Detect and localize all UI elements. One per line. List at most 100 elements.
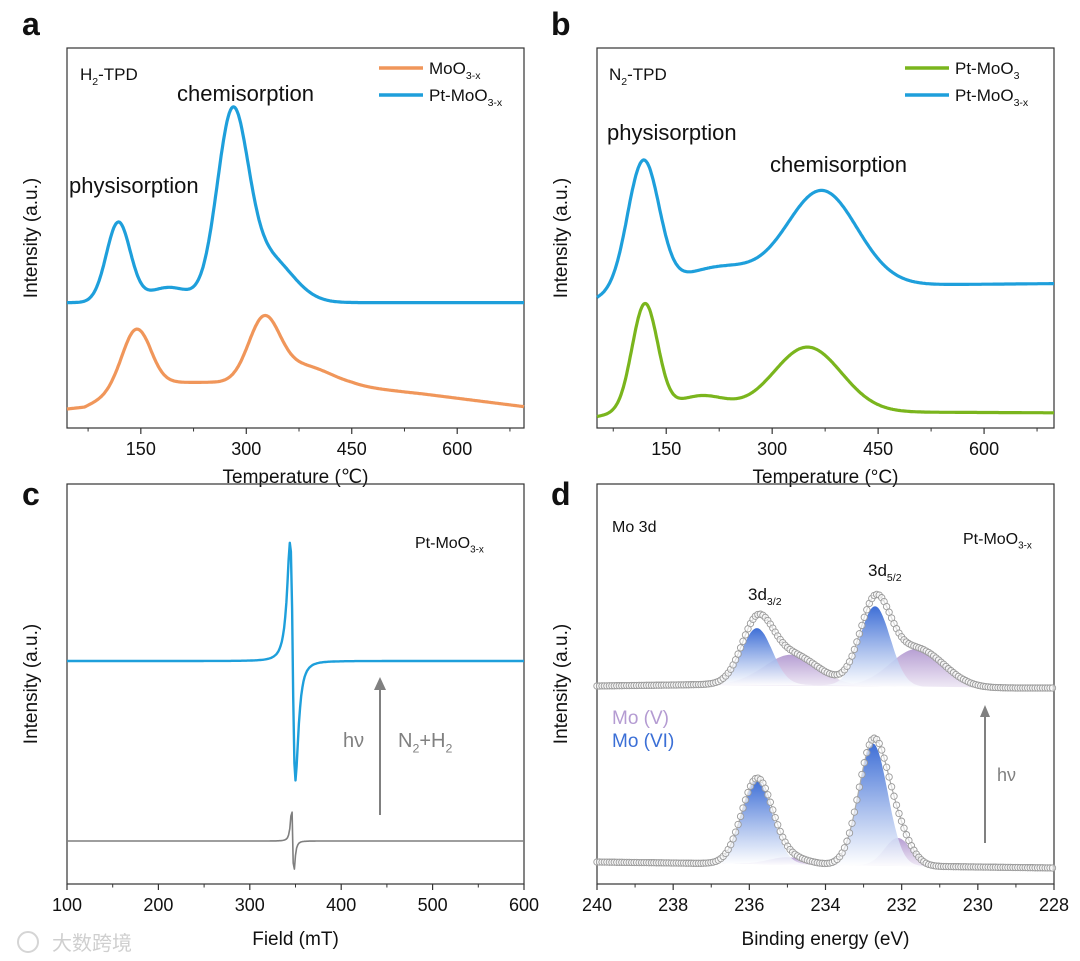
mo6-component-area [815,743,931,867]
series-line [596,158,1055,299]
legend-label: Pt-MoO3-x [955,86,1029,109]
x-axis-label: Temperature (℃) [223,467,369,488]
panel-tag: Mo 3d [612,519,656,536]
data-point [734,820,742,829]
data-point [863,606,871,614]
hv-label: hν [343,730,364,752]
y-axis-label: Intensity (a.u.) [551,178,572,298]
x-tick-label: 200 [143,895,173,915]
x-axis-label: Temperature (°C) [753,467,899,488]
data-point [878,746,886,754]
x-axis-label: Field (mT) [252,929,339,950]
data-point [890,792,898,800]
data-point [845,829,854,837]
data-point [848,652,856,660]
x-tick-label: 236 [734,895,764,915]
x-tick-label: 450 [863,439,893,459]
arrow-up-icon [374,677,386,690]
data-point [895,809,903,818]
watermark: 大数跨境 [52,932,132,955]
panel-a [66,47,525,434]
series-line [66,105,525,305]
x-tick-label: 450 [337,439,367,459]
legend-label: Pt-MoO3 [955,59,1020,82]
gas-label: N2+H2 [398,730,452,756]
mo5-component-area [684,654,898,687]
data-point [739,804,747,812]
data-point [850,645,859,654]
panel-letter: d [551,476,571,512]
data-point [729,835,737,843]
x-tick-label: 600 [969,439,999,459]
data-point [887,783,896,791]
arrow-up-icon [980,705,990,717]
x-tick-label: 228 [1039,895,1069,915]
label-3d52: 3d5/2 [868,561,902,584]
data-point [853,638,861,646]
legend-mo5: Mo (V) [612,708,669,729]
panel-letter: a [22,6,40,42]
panel-letter: c [22,476,40,512]
y-axis-label: Intensity (a.u.) [551,624,572,744]
x-axis-label: Binding energy (eV) [742,929,910,950]
hv-label: hν [997,765,1016,785]
x-tick-label: 150 [651,439,681,459]
sample-label: Pt-MoO3-x [415,535,484,555]
data-point [892,801,901,809]
mo6-component-area [814,606,936,688]
data-point [853,796,861,804]
data-point [880,754,888,762]
annotation-chemisorption: chemisorption [770,152,907,177]
data-point [761,784,769,792]
plot-frame [66,47,525,429]
x-tick-label: 100 [52,895,82,915]
data-point [774,821,782,829]
x-tick-label: 150 [126,439,156,459]
data-point [744,788,752,797]
data-point [736,812,745,821]
panel-c [66,483,525,890]
legend-label: Pt-MoO3-x [429,86,503,109]
data-point [860,759,868,767]
data-point [1048,864,1057,872]
data-point [734,650,742,658]
x-tick-label: 230 [963,895,993,915]
series-line [66,541,525,782]
data-point [736,644,745,652]
data-point [897,817,906,825]
panel-b [596,47,1055,434]
data-point [875,739,883,748]
data-point [848,819,856,827]
legend-label: MoO3-x [429,59,481,82]
mo6-component-area [696,628,818,686]
panel-letter: b [551,6,571,42]
x-tick-label: 500 [418,895,448,915]
data-point [766,798,774,806]
data-point [741,796,750,804]
data-point [900,824,908,832]
data-point [858,770,866,779]
annotation-chemisorption: chemisorption [177,81,314,106]
annotation-physisorption: physisorption [607,120,737,145]
data-point [860,613,868,621]
series-line [66,313,525,411]
x-tick-label: 300 [235,895,265,915]
data-point [771,813,779,822]
annotation-physisorption: physisorption [69,173,199,198]
panel-d [593,483,1057,890]
label-3d32: 3d3/2 [748,585,782,608]
mo6-component-area [696,780,818,865]
legend-mo6: Mo (VI) [612,731,674,752]
x-tick-label: 300 [231,439,261,459]
data-point [850,808,859,816]
watermark-logo-icon [17,931,39,953]
x-tick-label: 300 [757,439,787,459]
data-point [843,837,851,845]
data-point [840,844,849,852]
x-tick-label: 240 [582,895,612,915]
data-point [863,749,871,757]
x-tick-label: 600 [442,439,472,459]
y-axis-label: Intensity (a.u.) [21,624,42,744]
data-point [731,828,740,836]
x-tick-label: 400 [326,895,356,915]
